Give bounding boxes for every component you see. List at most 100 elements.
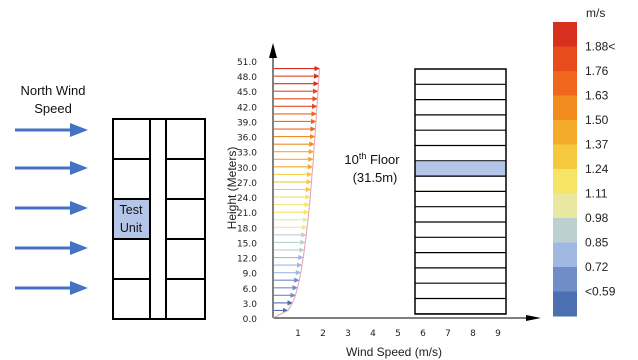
legend-swatch bbox=[553, 46, 577, 72]
legend-label: 0.98 bbox=[585, 211, 609, 225]
legend-label: 1.11 bbox=[585, 187, 608, 201]
y-tick-label: 45.0 bbox=[237, 88, 257, 98]
test-unit-highlight bbox=[113, 200, 150, 240]
legend-swatch bbox=[553, 144, 577, 170]
profile-arrow-head bbox=[310, 133, 316, 140]
profile-arrow-head bbox=[311, 111, 317, 117]
y-tick-label: 33.0 bbox=[237, 149, 257, 159]
wind-arrow-head bbox=[70, 161, 88, 175]
profile-arrow bbox=[274, 277, 300, 283]
y-tick-label: 6.0 bbox=[243, 285, 258, 295]
x-tick-label: 3 bbox=[345, 329, 351, 339]
legend-swatch bbox=[553, 193, 577, 219]
y-tick-label: 12.0 bbox=[237, 255, 257, 265]
legend-label: 1.37 bbox=[585, 138, 609, 152]
wind-arrows bbox=[15, 123, 88, 295]
profile-arrow bbox=[274, 307, 289, 314]
legend-label: 1.63 bbox=[585, 89, 609, 103]
wind-arrow-head bbox=[70, 241, 88, 255]
profile-arrow-head bbox=[302, 224, 308, 230]
profile-arrow-head bbox=[309, 141, 315, 147]
legend-swatches bbox=[553, 22, 577, 317]
y-tick-label: 0.0 bbox=[243, 315, 258, 325]
legend-swatch bbox=[553, 22, 577, 47]
profile-arrow-head bbox=[310, 126, 316, 132]
profile-arrow bbox=[274, 179, 312, 185]
profile-arrow-head bbox=[306, 179, 312, 185]
wind-label-line1: North Wind bbox=[20, 83, 85, 98]
profile-arrow bbox=[274, 126, 316, 132]
legend-label: 1.24 bbox=[585, 162, 609, 176]
profile-arrow bbox=[274, 118, 317, 125]
profile-arrow-head bbox=[290, 292, 296, 298]
legend-swatch bbox=[553, 291, 577, 317]
profile-arrow bbox=[274, 270, 302, 276]
legend-label: 0.72 bbox=[585, 260, 609, 274]
profile-arrow bbox=[274, 149, 315, 155]
floor-ordinal: th bbox=[359, 151, 367, 161]
x-axis-arrowhead bbox=[526, 315, 541, 321]
profile-arrow-head bbox=[305, 186, 312, 193]
x-tick-label: 6 bbox=[420, 329, 426, 339]
profile-arrow-head bbox=[314, 65, 320, 72]
profile-arrow bbox=[274, 103, 318, 109]
x-tick-labels: 1 2 3 4 5 6 7 8 9 bbox=[295, 329, 501, 339]
y-tick-label: 18.0 bbox=[237, 224, 257, 234]
y-tick-label: 42.0 bbox=[237, 103, 257, 113]
profile-arrow bbox=[274, 73, 320, 79]
legend-swatch bbox=[553, 242, 577, 268]
profile-arrow-head bbox=[311, 118, 317, 125]
profile-arrow-head bbox=[292, 285, 298, 291]
building-elevation: 10th Floor (31.5m) bbox=[344, 68, 507, 315]
profile-arrow bbox=[274, 171, 313, 177]
x-tick-label: 9 bbox=[495, 329, 501, 339]
y-axis-arrowhead bbox=[269, 43, 277, 58]
y-axis-label: Height (Meters) bbox=[225, 147, 239, 230]
color-legend: m/s 1.88< 1.76 1.63 1.50 1.37 1.24 1.11 0.98 0.8… bbox=[553, 6, 616, 317]
legend-labels: 1.88< 1.76 1.63 1.50 1.37 1.24 1.11 0.98 0.85 0.7… bbox=[585, 40, 616, 299]
wind-arrow bbox=[15, 241, 88, 255]
y-tick-label: 15.0 bbox=[237, 239, 257, 249]
profile-arrow bbox=[274, 217, 309, 223]
profile-arrow bbox=[274, 262, 303, 268]
wind-arrow bbox=[15, 281, 88, 295]
profile-arrow bbox=[274, 285, 298, 291]
profile-arrow-head bbox=[307, 164, 314, 170]
legend-swatch bbox=[553, 169, 577, 194]
profile-arrow bbox=[274, 232, 307, 238]
profile-arrow-head bbox=[308, 156, 314, 162]
x-tick-label: 4 bbox=[370, 329, 376, 339]
profile-arrow bbox=[274, 81, 319, 87]
y-tick-label: 30.0 bbox=[237, 164, 257, 174]
profile-arrow-head bbox=[303, 209, 310, 215]
y-tick-label: 51.0 bbox=[237, 58, 257, 68]
profile-arrow bbox=[274, 141, 315, 147]
profile-arrow bbox=[274, 300, 293, 306]
profile-arrow-head bbox=[294, 277, 300, 283]
wind-arrow bbox=[15, 123, 88, 137]
profile-arrow-head bbox=[301, 232, 307, 238]
x-tick-label: 8 bbox=[470, 329, 476, 339]
profile-arrow bbox=[274, 254, 304, 261]
test-unit-label-line1: Test bbox=[120, 203, 143, 217]
legend-label: 1.50 bbox=[585, 113, 609, 127]
profile-arrow-head bbox=[303, 217, 309, 223]
legend-label: 1.88< bbox=[585, 40, 615, 54]
floor-number: 10 bbox=[344, 152, 358, 167]
profile-arrow bbox=[274, 88, 319, 94]
profile-arrows bbox=[274, 65, 320, 314]
x-tick-label: 2 bbox=[320, 329, 326, 339]
wind-arrow-head bbox=[70, 281, 88, 295]
wind-arrow bbox=[15, 201, 88, 215]
profile-arrow bbox=[274, 224, 308, 230]
profile-arrow bbox=[274, 194, 311, 200]
profile-arrow-head bbox=[295, 270, 302, 276]
profile-arrow-head bbox=[300, 239, 306, 246]
floor-height-label: (31.5m) bbox=[353, 170, 398, 185]
legend-swatch bbox=[553, 95, 577, 121]
profile-arrow-head bbox=[287, 300, 293, 306]
legend-unit: m/s bbox=[586, 6, 605, 20]
x-tick-label: 7 bbox=[445, 329, 451, 339]
y-tick-label: 24.0 bbox=[237, 194, 257, 204]
